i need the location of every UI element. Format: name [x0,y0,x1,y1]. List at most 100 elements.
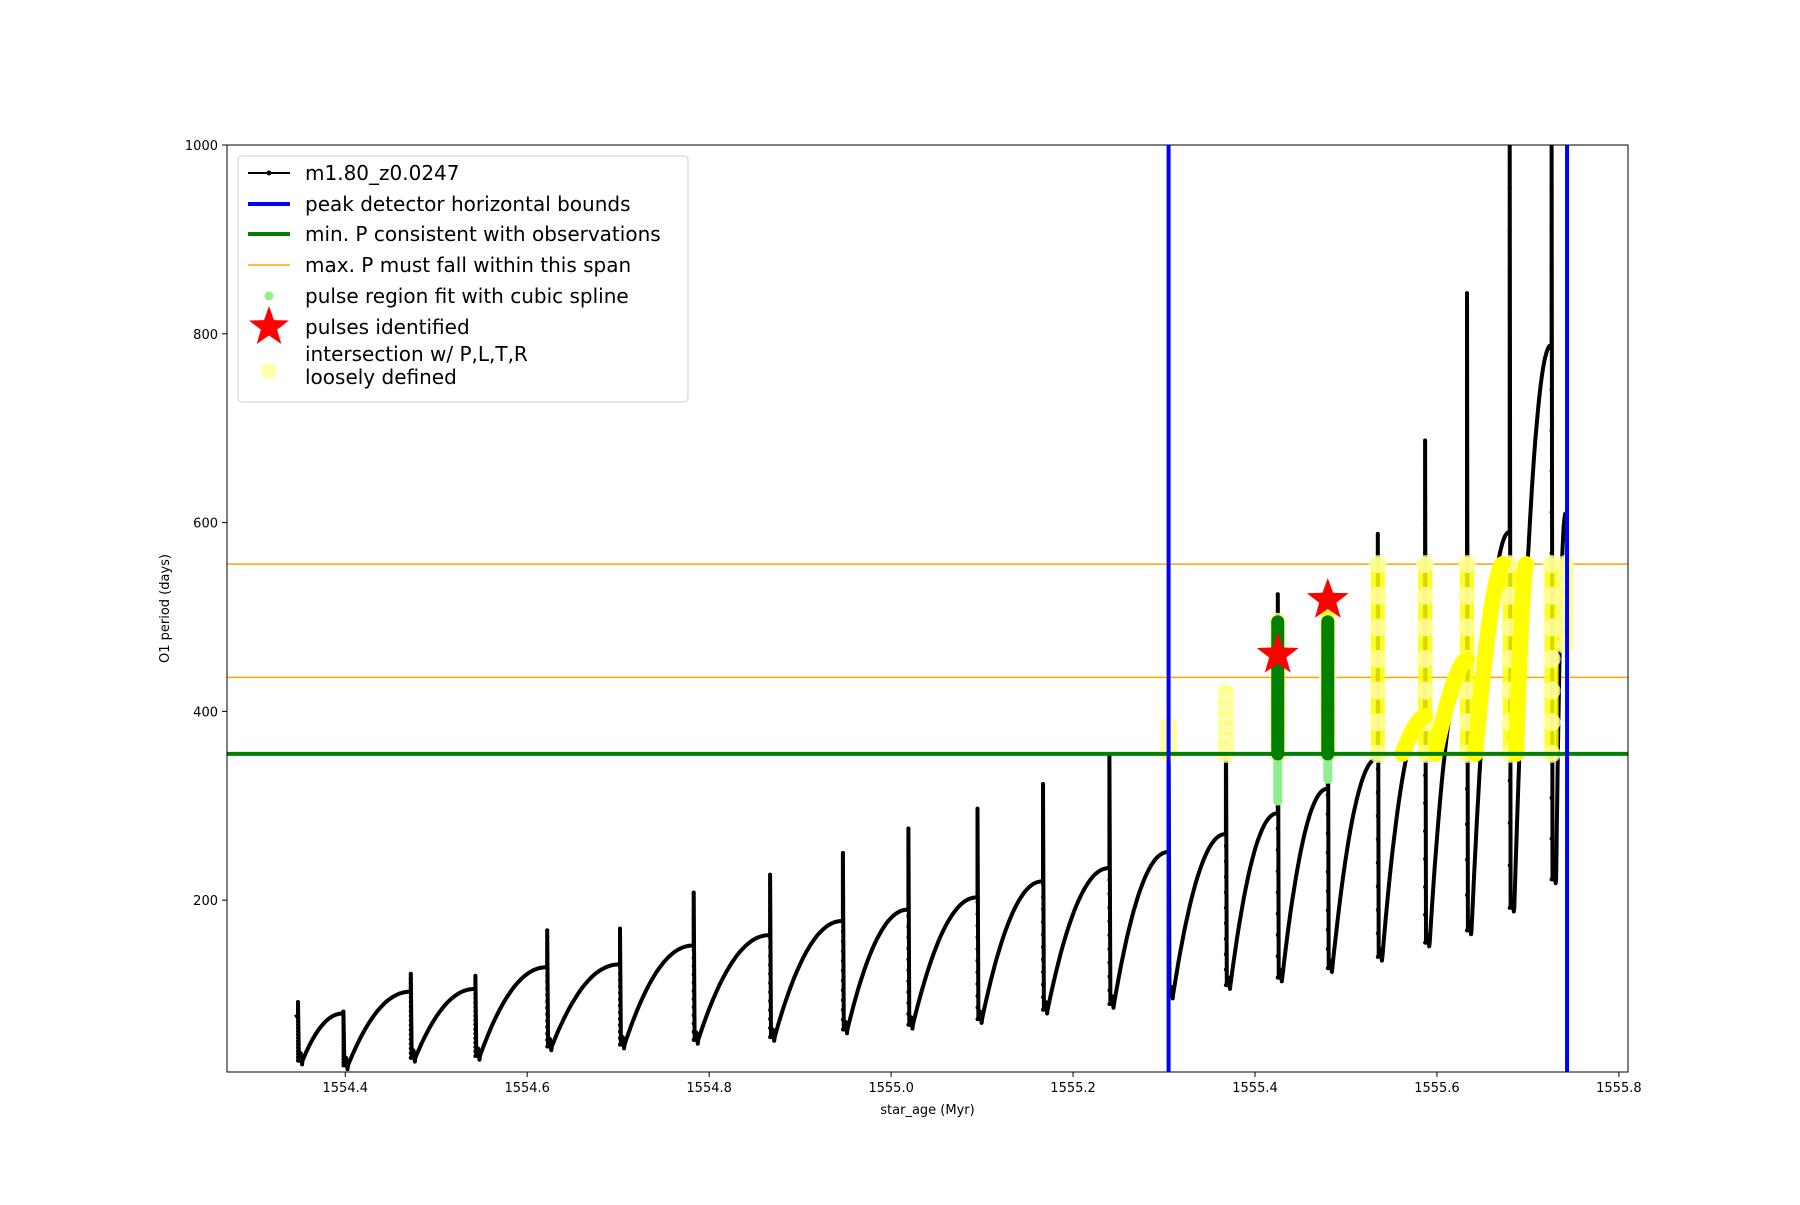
x-tick-label: 1554.4 [323,1081,369,1096]
pulse-identified-star [1306,578,1349,618]
model-series-point [618,1010,623,1015]
intersection-loose-point [1368,681,1387,700]
model-series-point [1041,907,1046,912]
model-series-point [691,915,696,920]
model-series-point [295,1009,300,1014]
model-series-point [768,908,773,913]
model-series-point [408,976,413,981]
y-tick-label: 800 [193,328,218,343]
model-series-point [691,923,696,928]
legend-label: pulses identified [305,315,470,339]
intersection-loose-point [1368,713,1387,732]
model-series-point [295,1042,300,1047]
model-series-point [1549,877,1554,882]
model-series-point [618,939,623,944]
model-series-point [1041,882,1046,887]
model-series-point [618,1003,623,1008]
legend-label-line: pulse region fit with cubic spline [305,284,629,308]
model-series-point [408,995,413,1000]
model-series-point [1275,975,1280,980]
x-tick-label: 1555.0 [868,1081,914,1096]
model-series-point [408,990,413,995]
model-series-point [691,898,696,903]
model-series-point [1549,795,1554,800]
model-series-point [1507,354,1512,359]
model-series-point [768,881,773,886]
model-series-point [1107,808,1112,813]
model-series-point [840,1027,845,1032]
model-series-point [768,1017,773,1022]
model-series-point [1107,919,1112,924]
model-series-point [473,1031,478,1036]
model-series-point [1423,466,1428,471]
model-series-point [1375,766,1380,771]
model-series-point [1375,954,1380,959]
model-series-point [341,1012,346,1017]
model-series-point [295,1006,300,1011]
model-series-point [1507,227,1512,232]
model-series-point [1041,894,1046,899]
model-series-point [1107,767,1112,772]
model-series-point [906,924,911,929]
model-series-point [1041,1007,1046,1012]
model-series-point [906,935,911,940]
model-series-point [545,1038,550,1043]
model-series-point [1549,469,1554,474]
legend-label: pulse region fit with cubic spline [305,284,629,308]
model-series-point [408,971,413,976]
model-series-point [1275,933,1280,938]
intersection-loose-point [1416,586,1435,605]
model-series-point [341,1054,346,1059]
model-series-point [906,1011,911,1016]
model-series-point [545,1012,550,1017]
model-series-point [1275,826,1280,831]
model-series-point [906,1000,911,1005]
x-axis-label: star_age (Myr) [880,1103,974,1118]
model-series-point [545,1018,550,1023]
model-series-point [1107,877,1112,882]
model-series-point [408,1055,413,1060]
model-series-point [295,1026,300,1031]
model-series-point [473,1000,478,1005]
model-series-point [975,865,980,870]
model-series-point [906,990,911,995]
intersection-loose-point [1542,650,1561,669]
model-series-point [341,1027,346,1032]
model-series-point [341,1045,346,1050]
model-series-point [975,911,980,916]
model-series-point [618,1023,623,1028]
model-series-point [1375,931,1380,936]
model-series-point [906,859,911,864]
model-series-point [545,960,550,965]
model-series-point [906,979,911,984]
model-series-point [1549,347,1554,352]
legend-label-line: pulses identified [305,315,470,339]
model-series-point [408,1004,413,1009]
model-series-point [1107,891,1112,896]
model-series-point [975,923,980,928]
model-series-point [691,956,696,961]
model-series-point [840,978,845,983]
model-series-point [691,931,696,936]
model-series-point [1223,905,1228,910]
model-series-point [1107,822,1112,827]
model-series-point [341,1057,346,1062]
model-series-point [840,939,845,944]
model-series-point [1325,889,1330,894]
model-series-point [1325,850,1330,855]
model-series-point [768,953,773,958]
model-series-point [295,1013,300,1018]
model-series-point [906,826,911,831]
model-series-point [840,900,845,905]
model-series-point [1107,960,1112,965]
intersection-loose-point [1542,713,1561,732]
intersection-loose-point [1542,586,1561,605]
model-series-point [1423,856,1428,861]
model-series-point [545,928,550,933]
model-series-point [295,1052,300,1057]
model-series-point [473,1027,478,1032]
model-series-point [1223,782,1228,787]
model-series-point [1223,952,1228,957]
model-series-point [341,1036,346,1041]
model-series-point [1223,859,1228,864]
